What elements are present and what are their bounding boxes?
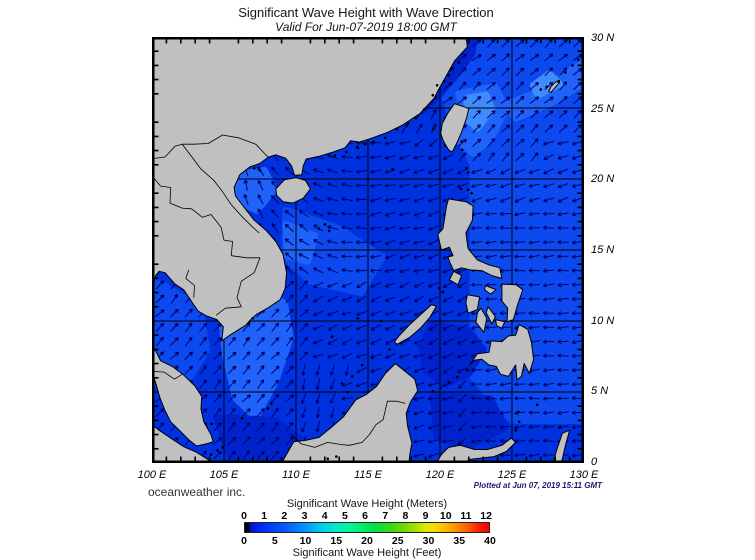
- lon-label: 120 E: [425, 469, 455, 481]
- wave-map: [151, 33, 589, 464]
- feet-tick: 40: [484, 535, 496, 547]
- legend-colorbar: [244, 522, 490, 533]
- lon-label: 125 E: [497, 469, 527, 481]
- meters-tick: 9: [422, 510, 429, 522]
- feet-tick: 20: [361, 535, 373, 547]
- meters-tick: 3: [301, 510, 308, 522]
- feet-tick: 25: [391, 535, 404, 547]
- legend-title-feet: Significant Wave Height (Feet): [292, 547, 442, 559]
- lon-label: 130 E: [569, 469, 599, 481]
- meters-tick: 8: [402, 510, 409, 522]
- lat-label: 15 N: [591, 244, 615, 256]
- credit-text: oceanweather inc.: [148, 485, 246, 499]
- map-canvas: [151, 33, 589, 464]
- legend-title-meters: Significant Wave Height (Meters): [286, 498, 448, 510]
- feet-tick: 15: [330, 535, 343, 547]
- meters-tick: 10: [439, 510, 452, 522]
- lat-label: 10 N: [591, 314, 615, 327]
- lat-label: 5 N: [591, 385, 609, 398]
- feet-tick: 0: [241, 535, 247, 547]
- valid-time-subtitle: Valid For Jun-07-2019 18:00 GMT: [275, 20, 457, 34]
- longitude-axis: 100 E 105 E 110 E 115 E 120 E 125 E 130 E: [138, 469, 599, 483]
- meters-tick: 2: [281, 510, 288, 522]
- latitude-axis: 30 N 25 N 20 N 15 N 10 N 5 N 0: [591, 32, 636, 468]
- legend-feet-ticks: 0 5 10 15 20 25 30 35 40: [241, 535, 496, 547]
- lon-label: 100 E: [137, 469, 167, 481]
- meters-tick: 7: [382, 510, 389, 522]
- meters-tick: 5: [341, 510, 348, 522]
- meters-tick: 6: [362, 510, 368, 522]
- lon-label: 110 E: [282, 469, 310, 481]
- page-title: Significant Wave Height with Wave Direct…: [238, 5, 494, 20]
- feet-tick: 30: [422, 535, 435, 547]
- lat-label: 0: [591, 456, 598, 468]
- legend-meters-ticks: 0 1 2 3 4 5 6 7 8 9 10 11 12: [241, 510, 492, 522]
- lat-label: 25 N: [591, 102, 615, 115]
- meters-tick: 11: [460, 510, 472, 522]
- feet-tick: 10: [299, 535, 312, 547]
- meters-tick: 12: [480, 510, 492, 522]
- feet-tick: 35: [453, 535, 466, 547]
- feet-tick: 5: [271, 535, 278, 547]
- meters-tick: 0: [241, 510, 247, 522]
- meters-tick: 4: [321, 510, 328, 522]
- meters-tick: 1: [261, 510, 268, 522]
- plotted-timestamp: Plotted at Jun 07, 2019 15:11 GMT: [473, 481, 602, 490]
- lat-label: 30 N: [591, 32, 615, 44]
- lon-label: 115 E: [354, 469, 382, 481]
- lon-label: 105 E: [209, 469, 239, 481]
- lat-label: 20 N: [591, 173, 615, 186]
